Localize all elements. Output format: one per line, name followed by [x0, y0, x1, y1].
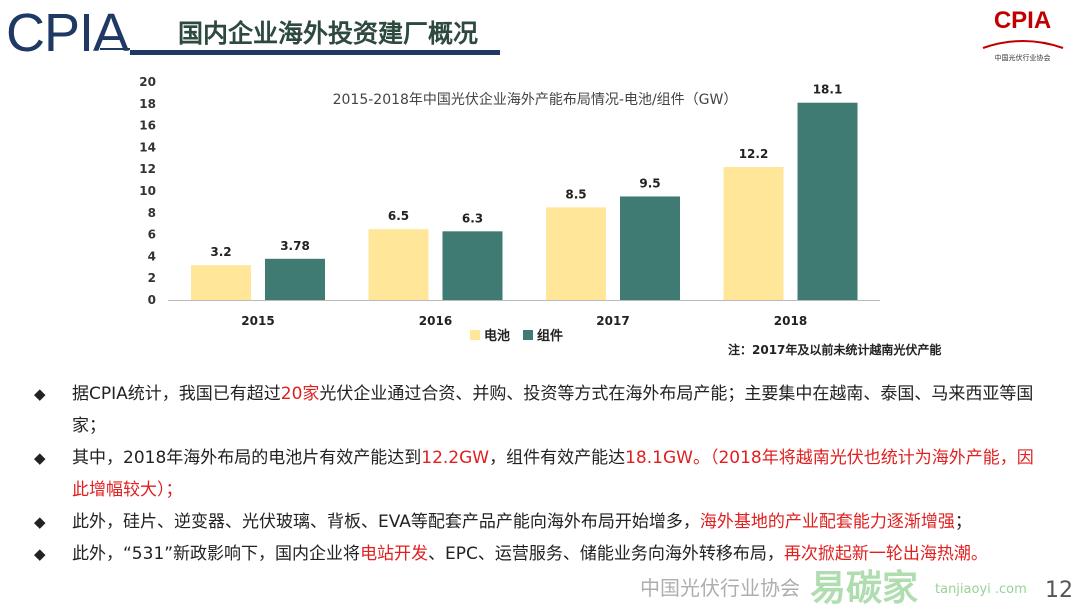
bar-battery-2015	[191, 265, 251, 300]
bullet-text: ，组件有效产能达	[489, 448, 626, 468]
y-tick-label: 12	[139, 162, 156, 176]
data-label: 3.78	[280, 239, 310, 253]
page-number: 12	[1045, 578, 1073, 603]
y-tick-label: 2	[148, 271, 156, 285]
legend-swatch-battery	[470, 330, 480, 340]
title-underline-left	[100, 48, 130, 50]
y-tick-label: 18	[139, 97, 156, 111]
bar-module-2015	[265, 258, 325, 300]
data-label: 9.5	[639, 176, 660, 190]
x-tick-label: 2017	[596, 314, 629, 328]
y-tick-label: 4	[148, 249, 156, 263]
diamond-bullet-icon: ◆	[34, 545, 46, 563]
bar-battery-2016	[368, 229, 429, 300]
diamond-bullet-icon: ◆	[34, 385, 46, 403]
bar-module-2017	[620, 196, 680, 300]
data-label: 18.1	[813, 83, 843, 97]
page-title: 国内企业海外投资建厂概况	[178, 19, 479, 48]
legend-swatch-module	[523, 330, 533, 340]
bullet-item: ◆ 此外，硅片、逆变器、光伏玻璃、背板、EVA等配套产品产能向海外布局开始增多，海…	[34, 506, 1044, 538]
chart-title: 2015-2018年中国光伏企业海外产能布局情况-电池/组件（GW）	[333, 91, 738, 108]
bar-battery-2017	[546, 207, 606, 300]
highlight-text: 海外基地的产业配套能力逐渐增强	[699, 512, 955, 532]
logo-arc-icon	[982, 40, 1063, 49]
bullet-text: 此外，“531”新政影响下，国内企业将	[72, 544, 361, 564]
org-logo: CPIA 中国光伏行业协会	[975, 8, 1070, 63]
data-label: 6.5	[388, 209, 409, 223]
x-tick-label: 2016	[419, 314, 452, 328]
bar-module-2018	[797, 102, 858, 301]
diamond-bullet-icon: ◆	[34, 513, 46, 531]
bullet-text: 其中，2018年海外布局的电池片有效产能达到	[72, 448, 422, 468]
bullet-item: ◆ 其中，2018年海外布局的电池片有效产能达到12.2GW，组件有效产能达18.…	[34, 442, 1044, 506]
chart-note: 注：2017年及以前未统计越南光伏产能	[728, 342, 941, 357]
org-logo-text: CPIA	[993, 7, 1052, 34]
bullet-text: 光伏企业通过合资、并购、投资等方式在海外布局产能；主要集中在越南、泰国、马来西亚…	[72, 384, 1034, 436]
highlight-text: 12.2GW	[421, 448, 490, 468]
y-tick-label: 14	[139, 140, 156, 154]
y-tick-label: 20	[139, 75, 156, 89]
cpia-logo-text: CPIA	[6, 3, 129, 63]
data-label: 6.3	[462, 211, 483, 225]
data-label: 8.5	[565, 187, 586, 201]
bullet-text: 、EPC、运营服务、储能业务向海外转移布局，	[428, 544, 784, 564]
bar-chart: 2015-2018年中国光伏企业海外产能布局情况-电池/组件（GW） 0 2 4 6 8…	[139, 75, 941, 357]
wechat-watermark: 中国光伏行业协会	[640, 576, 800, 600]
x-tick-label: 2015	[241, 314, 274, 328]
y-tick-label: 6	[148, 228, 156, 242]
bullet-text: 据CPIA统计，我国已有超过	[72, 384, 281, 404]
bar-battery-2018	[723, 167, 784, 300]
bullet-list: ◆ 据CPIA统计，我国已有超过20家光伏企业通过合资、并购、投资等方式在海外布局…	[34, 378, 1044, 570]
title-underline	[130, 50, 500, 55]
brand-watermark: 易碳家	[810, 568, 919, 609]
legend-label-battery: 电池	[484, 328, 510, 344]
highlight-text: 18.1GW。（2018年将越南光伏也统计为海外产能，因此增幅较大）；	[72, 448, 1034, 500]
highlight-text: 电站开发	[360, 544, 429, 564]
y-tick-label: 16	[139, 119, 156, 133]
site-watermark: tanjiaoyi .com	[935, 582, 1027, 597]
bullet-item: ◆ 此外，“531”新政影响下，国内企业将电站开发、EPC、运营服务、储能业务向海…	[34, 538, 1044, 570]
y-tick-label: 8	[148, 206, 156, 220]
x-tick-label: 2018	[774, 314, 807, 328]
highlight-text: 20家	[280, 384, 320, 404]
highlight-text: 再次掀起新一轮出海热潮。	[783, 544, 988, 564]
legend-label-module: 组件	[537, 328, 563, 344]
y-tick-label: 0	[148, 293, 156, 307]
y-tick-label: 10	[139, 184, 156, 198]
bullet-item: ◆ 据CPIA统计，我国已有超过20家光伏企业通过合资、并购、投资等方式在海外布局…	[34, 378, 1044, 442]
org-logo-subtitle: 中国光伏行业协会	[994, 54, 1051, 62]
bar-module-2016	[442, 231, 503, 300]
data-label: 3.2	[210, 245, 231, 259]
bullet-text: ；	[954, 512, 972, 532]
data-label: 12.2	[739, 147, 769, 161]
diamond-bullet-icon: ◆	[34, 449, 46, 467]
bullet-text: 此外，硅片、逆变器、光伏玻璃、背板、EVA等配套产品产能向海外布局开始增多，	[72, 512, 700, 532]
